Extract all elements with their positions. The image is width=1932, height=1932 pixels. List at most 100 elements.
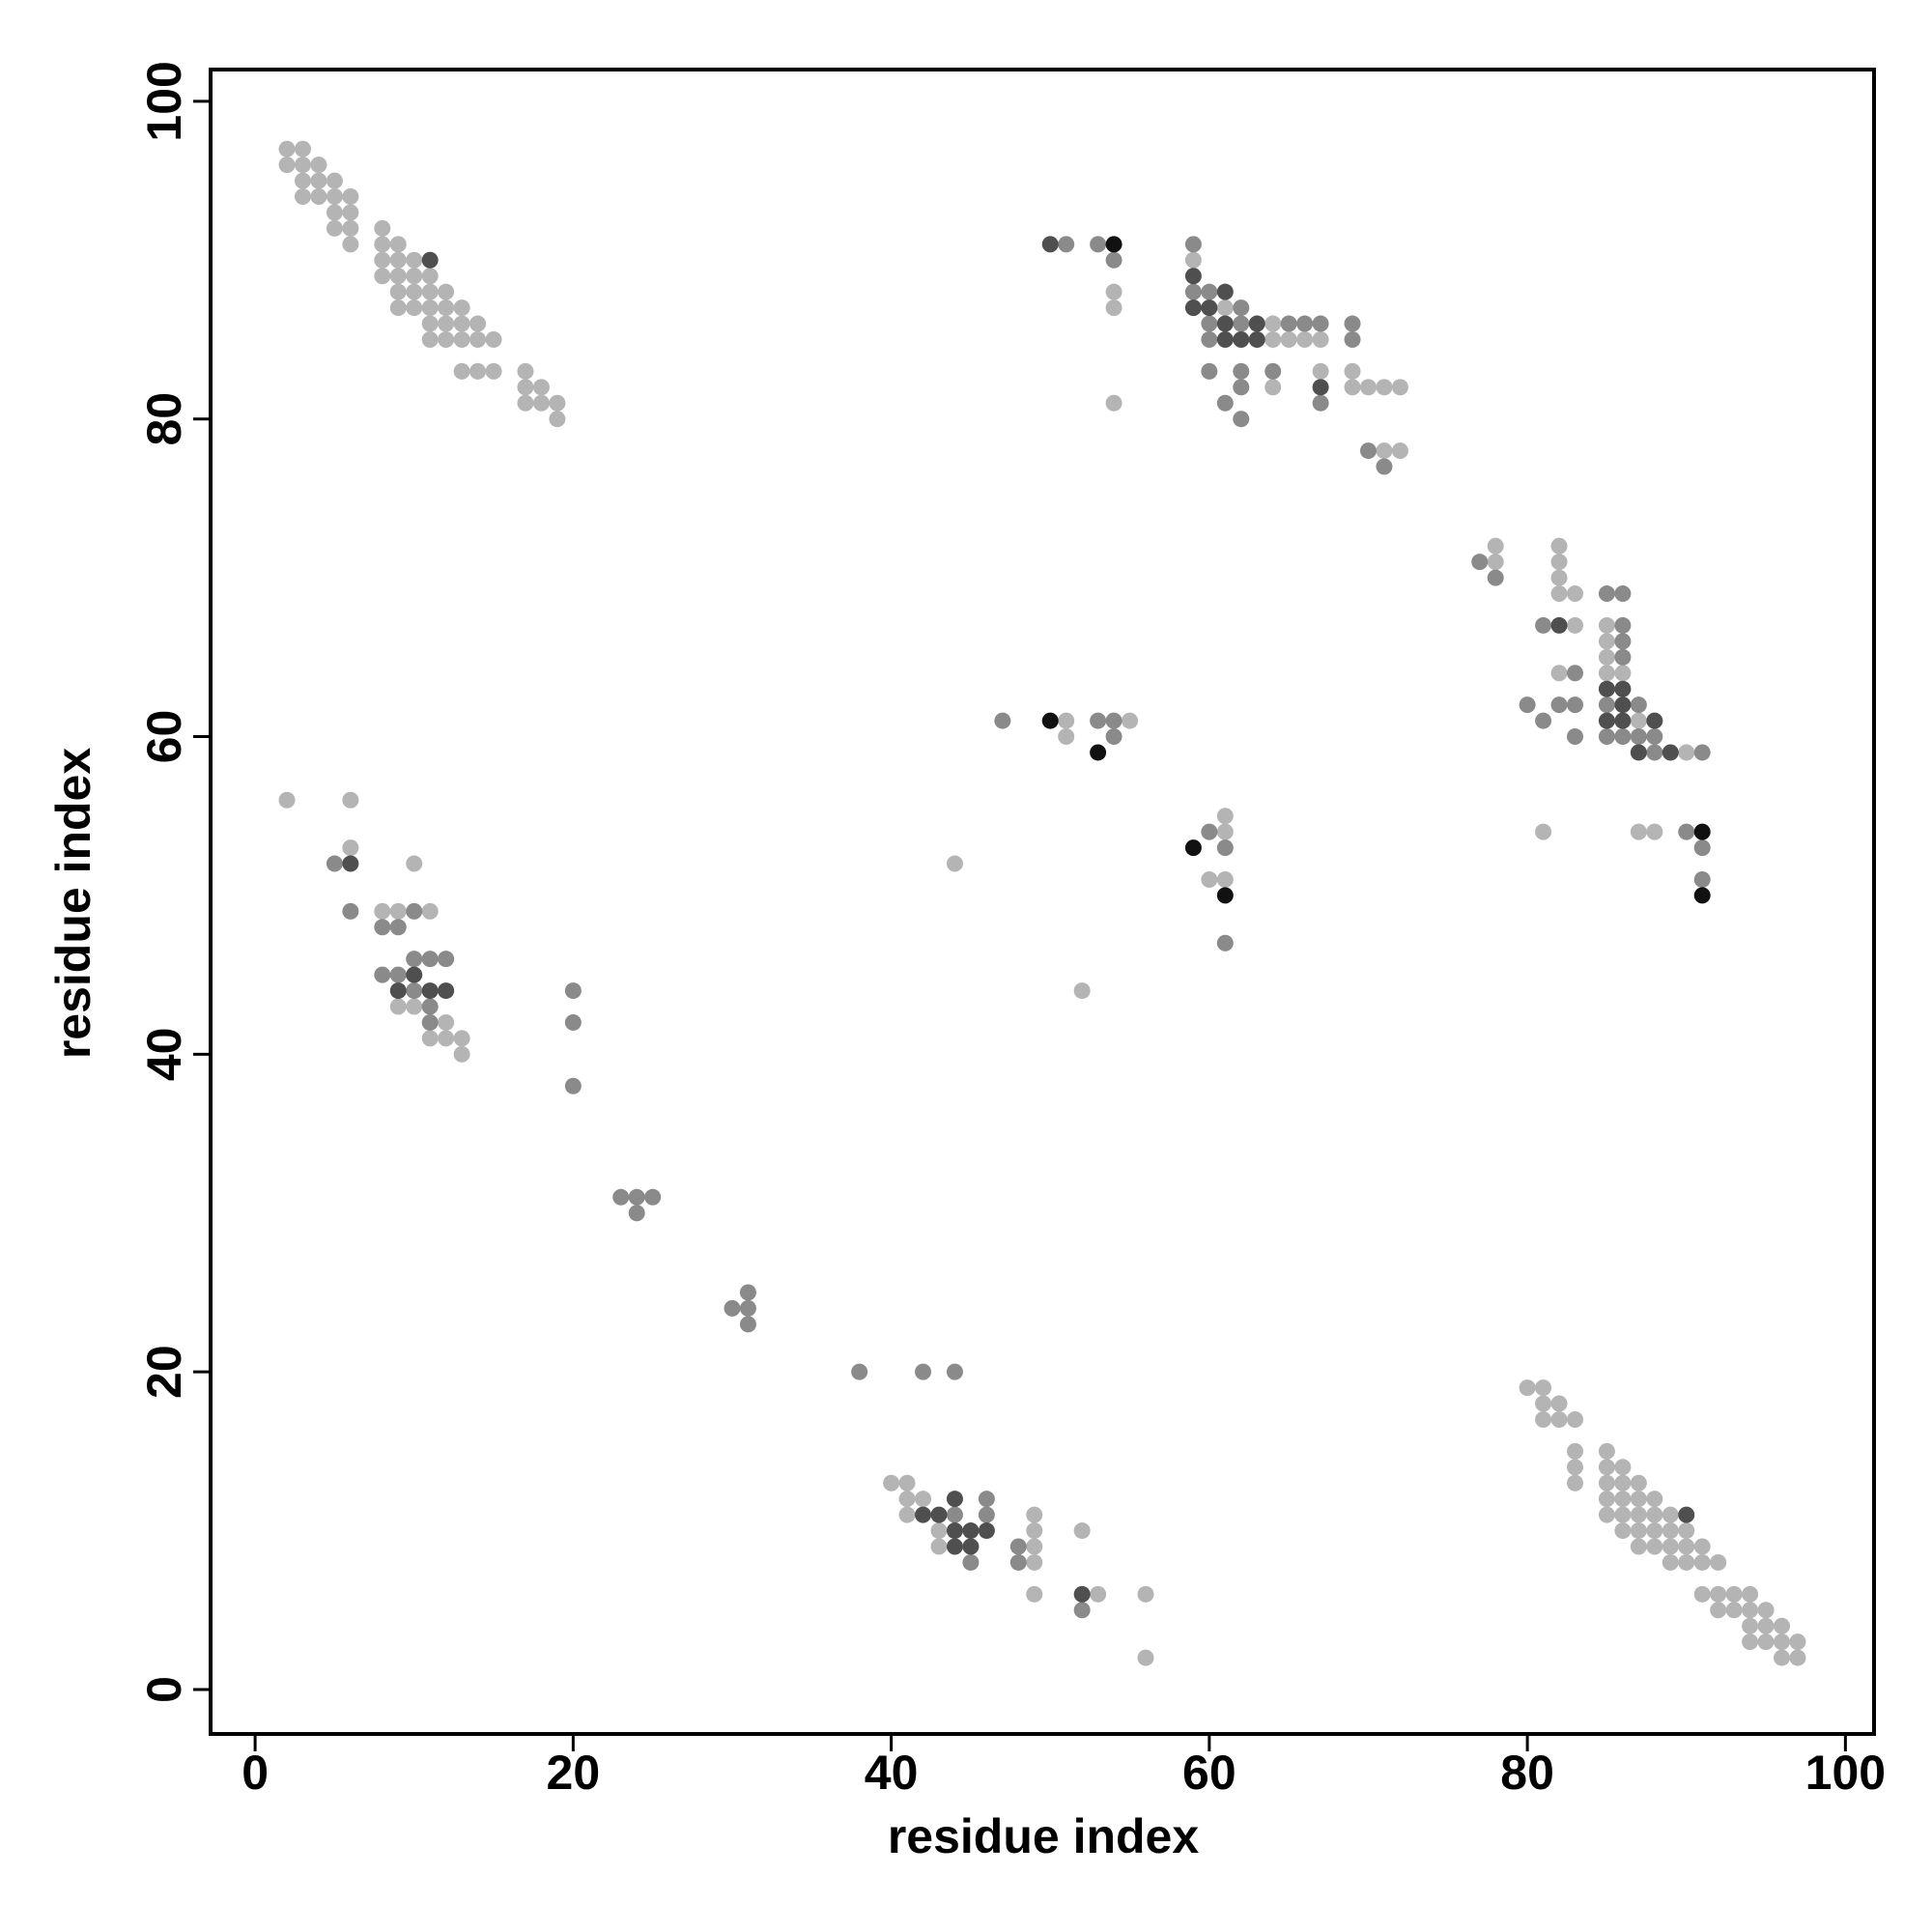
point — [946, 855, 963, 872]
point — [1598, 728, 1615, 746]
point — [1216, 823, 1234, 840]
point — [1630, 1522, 1647, 1540]
point — [453, 299, 470, 317]
point — [1058, 236, 1075, 253]
point — [1248, 330, 1265, 348]
point — [406, 855, 423, 872]
point — [342, 219, 359, 237]
point — [438, 1013, 455, 1031]
point — [389, 268, 407, 285]
point — [342, 855, 359, 872]
point — [1550, 537, 1568, 554]
point — [1678, 744, 1695, 761]
point — [1184, 268, 1202, 285]
point — [1598, 648, 1615, 666]
point — [1359, 379, 1377, 396]
point — [1614, 1474, 1632, 1492]
point — [1710, 1585, 1727, 1603]
point — [342, 791, 359, 809]
point — [278, 140, 296, 157]
point — [406, 998, 423, 1015]
point — [1184, 299, 1202, 317]
point — [1535, 712, 1552, 729]
point — [1233, 315, 1250, 332]
point — [1233, 379, 1250, 396]
point — [1550, 665, 1568, 682]
point — [485, 330, 502, 348]
point — [1201, 823, 1218, 840]
point — [1678, 1553, 1695, 1571]
point — [1201, 283, 1218, 300]
point — [374, 268, 391, 285]
point — [326, 219, 343, 237]
point — [421, 315, 439, 332]
point — [1710, 1602, 1727, 1619]
point — [374, 966, 391, 983]
point — [1026, 1553, 1043, 1571]
point — [946, 1538, 963, 1555]
point — [628, 1205, 645, 1222]
point — [1598, 585, 1615, 603]
point — [406, 966, 423, 983]
point — [1693, 823, 1711, 840]
point — [389, 251, 407, 269]
point — [1233, 299, 1250, 317]
point — [1026, 1585, 1043, 1603]
point — [326, 204, 343, 221]
point — [1614, 1491, 1632, 1508]
point — [1550, 585, 1568, 603]
point — [326, 188, 343, 206]
point — [1344, 330, 1361, 348]
point — [898, 1506, 916, 1523]
point — [1487, 537, 1504, 554]
point — [898, 1474, 916, 1492]
point — [1614, 633, 1632, 650]
point — [1344, 362, 1361, 380]
point — [1216, 870, 1234, 888]
point — [1630, 744, 1647, 761]
point — [1280, 315, 1297, 332]
point — [1630, 1538, 1647, 1555]
point — [1280, 330, 1297, 348]
point — [1725, 1585, 1743, 1603]
point — [1216, 330, 1234, 348]
point — [1312, 362, 1329, 380]
point — [278, 156, 296, 174]
point — [1774, 1617, 1791, 1634]
point — [1614, 1522, 1632, 1540]
point — [1105, 236, 1122, 253]
point — [1216, 394, 1234, 412]
x-tick-label: 60 — [1182, 1746, 1236, 1800]
point — [1598, 680, 1615, 697]
point — [930, 1522, 948, 1540]
point — [1233, 330, 1250, 348]
point — [438, 330, 455, 348]
point — [1598, 1459, 1615, 1476]
point — [1535, 1395, 1552, 1412]
point — [1598, 665, 1615, 682]
point — [406, 951, 423, 968]
point — [1359, 442, 1377, 460]
point — [628, 1188, 645, 1206]
point — [1216, 808, 1234, 825]
point — [1614, 585, 1632, 603]
point — [1630, 823, 1647, 840]
point — [389, 982, 407, 1000]
point — [1567, 696, 1584, 714]
point — [1090, 712, 1107, 729]
point — [342, 188, 359, 206]
point — [978, 1522, 995, 1540]
point — [1201, 299, 1218, 317]
point — [1646, 728, 1663, 746]
point — [1122, 712, 1139, 729]
point — [1201, 330, 1218, 348]
point — [1630, 1491, 1647, 1508]
point — [421, 1030, 439, 1047]
point — [1598, 712, 1615, 729]
point — [438, 951, 455, 968]
point — [389, 902, 407, 920]
point — [294, 156, 311, 174]
point — [1391, 442, 1408, 460]
point — [1598, 633, 1615, 650]
